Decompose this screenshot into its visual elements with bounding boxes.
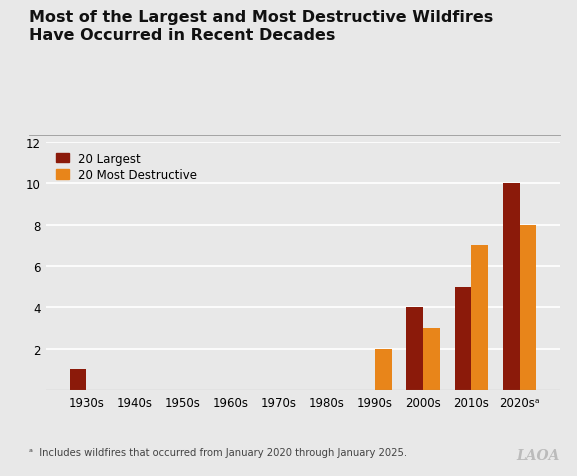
- Bar: [406, 308, 424, 390]
- Bar: [471, 246, 488, 390]
- Text: LAOA: LAOA: [516, 448, 560, 462]
- Bar: [375, 349, 392, 390]
- Bar: [455, 287, 471, 390]
- Bar: [424, 328, 440, 390]
- Text: Most of the Largest and Most Destructive Wildfires
Have Occurred in Recent Decad: Most of the Largest and Most Destructive…: [29, 10, 493, 43]
- Bar: [69, 370, 87, 390]
- Text: ᵃ  Includes wildfires that occurred from January 2020 through January 2025.: ᵃ Includes wildfires that occurred from …: [29, 447, 407, 457]
- Bar: [519, 225, 537, 390]
- Bar: [503, 184, 519, 390]
- Legend: 20 Largest, 20 Most Destructive: 20 Largest, 20 Most Destructive: [52, 149, 201, 185]
